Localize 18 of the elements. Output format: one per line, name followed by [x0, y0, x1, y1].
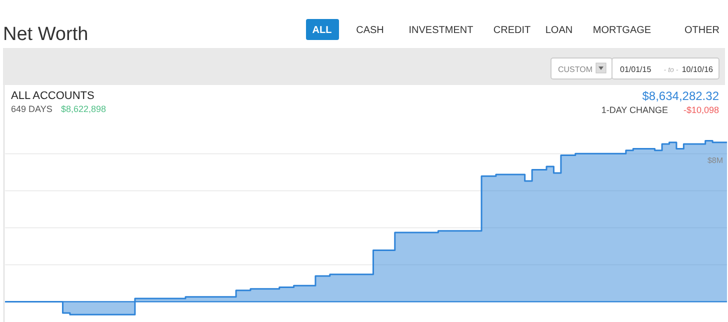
text: CREDIT: [493, 25, 531, 36]
text: 10/10/16: [682, 65, 714, 74]
text: 01/01/15: [620, 65, 652, 74]
text: MORTGAGE: [592, 25, 652, 36]
chart-title: Net Worth: [3, 24, 88, 45]
annotation: $8M: [707, 156, 724, 165]
text: INVESTMENT: [408, 25, 474, 36]
text: 649 DAYS: [11, 104, 52, 114]
text: OTHER: [684, 25, 720, 36]
text: -$10,098: [683, 105, 719, 115]
text: 1-DAY CHANGE: [601, 105, 668, 115]
text: CASH: [356, 25, 384, 36]
text: $8,622,898: [61, 104, 106, 114]
text: $8,634,282.32: [642, 89, 720, 103]
text: LOAN: [545, 25, 573, 36]
text: ALL: [312, 25, 332, 36]
text: CUSTOM: [558, 65, 593, 74]
chart-subtitle: ALL ACCOUNTS: [11, 90, 94, 102]
